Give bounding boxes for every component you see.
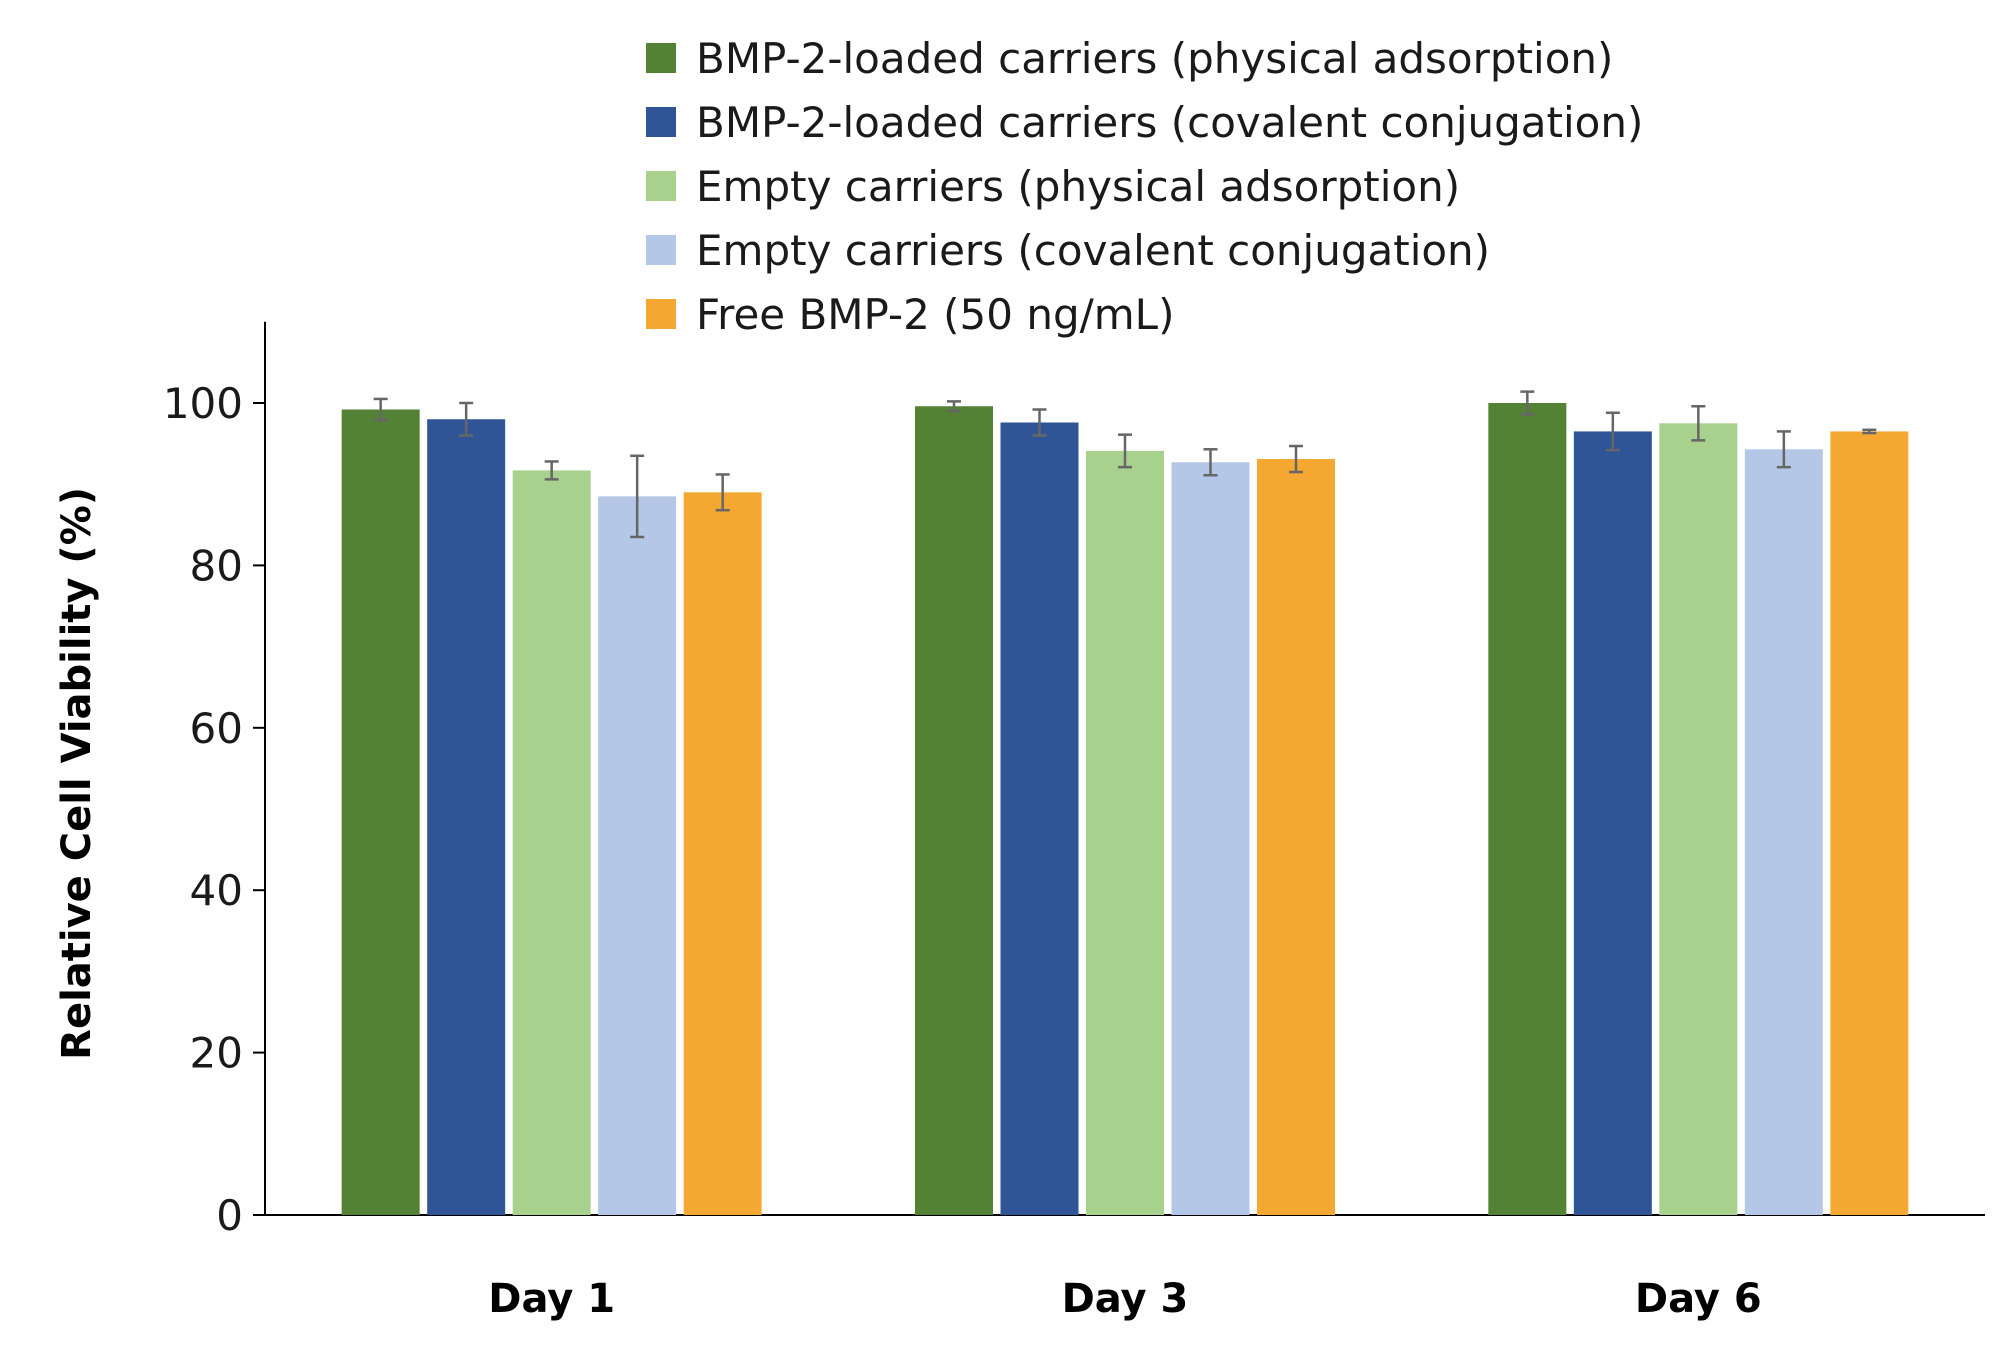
bar — [1488, 403, 1567, 1215]
legend-label: BMP-2-loaded carriers (physical adsorpti… — [696, 33, 1614, 83]
legend-swatch — [646, 171, 676, 201]
x-tick-label: Day 1 — [488, 1276, 615, 1322]
bars — [341, 403, 1909, 1216]
x-tick-label: Day 3 — [1062, 1276, 1189, 1322]
bar — [1573, 431, 1652, 1215]
bar — [427, 419, 506, 1215]
legend-item: BMP-2-loaded carriers (covalent conjugat… — [646, 90, 1643, 154]
bar — [598, 496, 677, 1215]
legend-swatch — [646, 235, 676, 265]
bar — [1171, 462, 1250, 1215]
error-bars — [373, 390, 1877, 539]
bar — [1257, 459, 1335, 1215]
axis-labels: 0 20 40 60 80 100 Relative Cell Viability (%) D… — [54, 379, 1762, 1322]
bar — [1000, 422, 1079, 1215]
y-tick-label: 80 — [190, 541, 243, 590]
legend-swatch — [646, 299, 676, 329]
bar — [512, 470, 591, 1215]
bar — [1086, 450, 1164, 1216]
legend-item: Empty carriers (covalent conjugation) — [646, 218, 1643, 282]
legend-label: BMP-2-loaded carriers (covalent conjugat… — [696, 97, 1644, 147]
bar — [683, 492, 762, 1215]
legend-label: Free BMP-2 (50 ng/mL) — [696, 289, 1175, 339]
y-tick-label: 60 — [190, 704, 243, 753]
bar — [341, 409, 420, 1216]
legend-item: Free BMP-2 (50 ng/mL) — [646, 282, 1643, 346]
bar — [1744, 449, 1823, 1215]
y-tick-label: 0 — [216, 1191, 243, 1240]
legend-swatch — [646, 43, 676, 73]
bar — [1659, 423, 1738, 1215]
x-tick-label: Day 6 — [1635, 1276, 1762, 1322]
y-axis-title: Relative Cell Viability (%) — [54, 487, 100, 1060]
bar — [1830, 431, 1909, 1215]
legend-item: Empty carriers (physical adsorption) — [646, 154, 1643, 218]
legend-item: BMP-2-loaded carriers (physical adsorpti… — [646, 26, 1643, 90]
legend-label: Empty carriers (physical adsorption) — [696, 161, 1461, 211]
y-tick-label: 100 — [163, 379, 243, 428]
y-tick-label: 20 — [190, 1029, 243, 1078]
y-tick-label: 40 — [190, 866, 243, 915]
legend-label: Empty carriers (covalent conjugation) — [696, 225, 1491, 275]
legend-swatch — [646, 107, 676, 137]
legend: BMP-2-loaded carriers (physical adsorpti… — [646, 26, 1643, 346]
bar — [915, 406, 993, 1215]
